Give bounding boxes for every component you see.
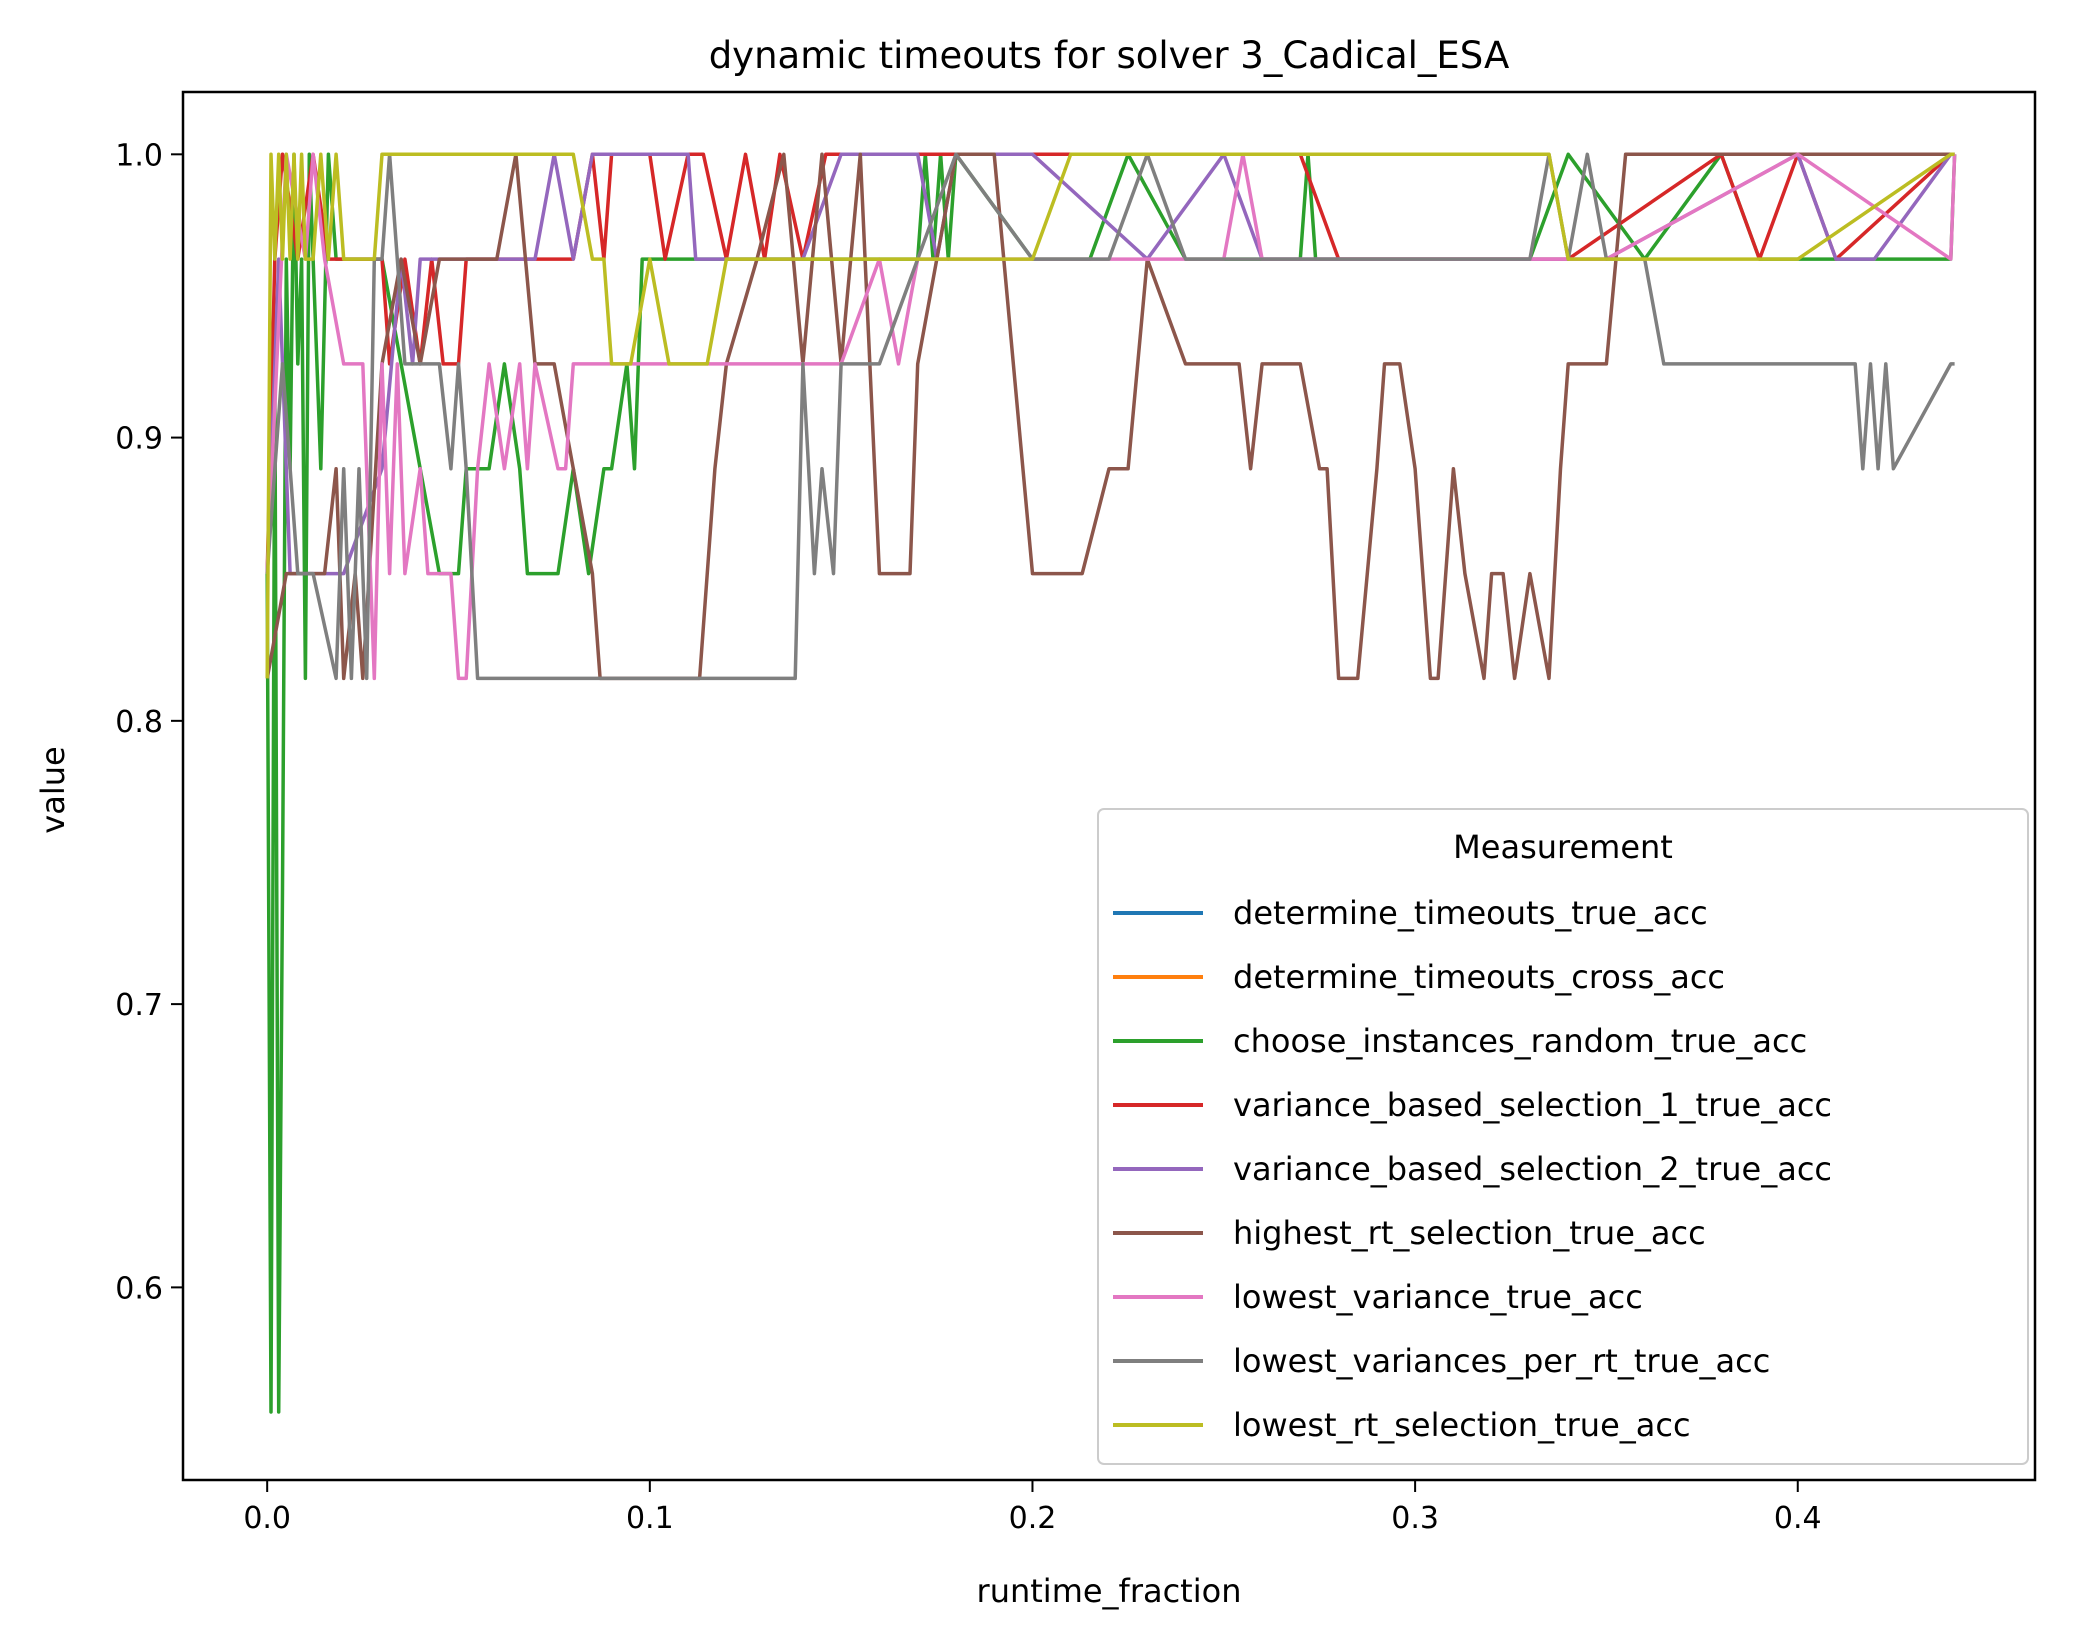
x-axis: 0.0 0.1 0.2 0.3 0.4 bbox=[243, 1480, 1822, 1536]
y-tick-label: 0.6 bbox=[115, 1271, 163, 1306]
axes-frame bbox=[181, 90, 2037, 1482]
x-axis-title: runtime_fraction bbox=[977, 1572, 1242, 1610]
series-line-lowest-rt-selection-true-acc bbox=[265, 152, 1955, 679]
legend-box bbox=[1097, 808, 2029, 1465]
x-tick-label: 0.1 bbox=[626, 1501, 674, 1536]
legend-entry-label: choose_instances_random_true_acc bbox=[1233, 1022, 1807, 1060]
x-tick-label: 0.0 bbox=[243, 1501, 291, 1536]
x-tick-label: 0.3 bbox=[1391, 1501, 1439, 1536]
y-tick-label: 1.0 bbox=[115, 138, 163, 173]
y-tick-label: 0.7 bbox=[115, 988, 163, 1023]
legend-title: Measurement bbox=[1453, 828, 1673, 866]
legend-items: determine_timeouts_true_acc determine_tim… bbox=[1113, 894, 1832, 1444]
y-axis-title: value bbox=[34, 746, 72, 833]
x-tick-label: 0.2 bbox=[1009, 1501, 1057, 1536]
legend-entry-label: determine_timeouts_cross_acc bbox=[1233, 958, 1725, 996]
chart-title: dynamic timeouts for solver 3_Cadical_ES… bbox=[709, 34, 1510, 77]
legend-entry-label: determine_timeouts_true_acc bbox=[1233, 894, 1708, 932]
legend-entry-label: variance_based_selection_2_true_acc bbox=[1233, 1150, 1832, 1188]
legend-entry-label: lowest_variance_true_acc bbox=[1233, 1278, 1643, 1316]
y-tick-label: 0.9 bbox=[115, 422, 163, 457]
legend-entry-label: lowest_variances_per_rt_true_acc bbox=[1233, 1342, 1770, 1380]
legend: Measurement determine_timeouts_true_accd… bbox=[1097, 808, 2029, 1465]
legend-entry-label: lowest_rt_selection_true_acc bbox=[1233, 1406, 1691, 1444]
y-axis: 0.6 0.7 0.8 0.9 1.0 bbox=[115, 138, 183, 1306]
x-tick-label: 0.4 bbox=[1774, 1501, 1822, 1536]
series-line-highest-rt-selection-true-acc bbox=[265, 152, 1955, 681]
legend-entry-label: variance_based_selection_1_true_acc bbox=[1233, 1086, 1832, 1124]
series-lines bbox=[265, 152, 1957, 1414]
y-tick-label: 0.8 bbox=[115, 705, 163, 740]
legend-entry-label: highest_rt_selection_true_acc bbox=[1233, 1214, 1706, 1252]
